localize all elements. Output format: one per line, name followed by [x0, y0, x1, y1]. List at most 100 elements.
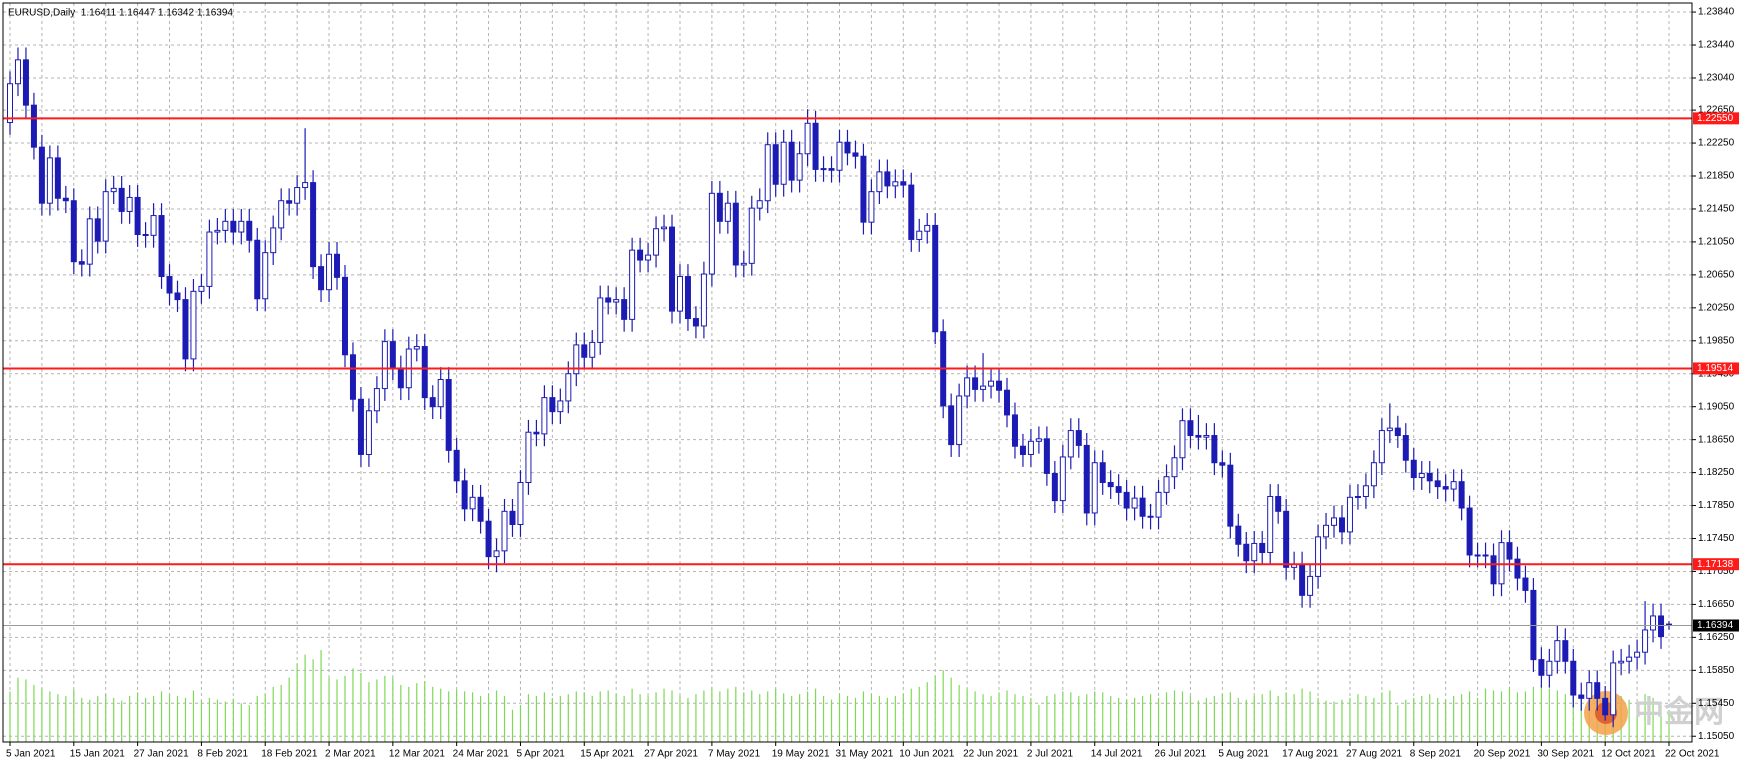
candle-body	[78, 261, 85, 265]
candle-body	[22, 59, 29, 106]
candle-body	[517, 481, 524, 526]
candle-body	[1490, 555, 1497, 585]
x-tick-label: 14 Jul 2021	[1091, 749, 1143, 760]
x-tick-label: 24 Mar 2021	[453, 749, 510, 760]
candle-body	[1123, 491, 1130, 509]
candle-body	[645, 254, 652, 261]
candle-body	[1179, 420, 1186, 459]
candle-body	[1203, 435, 1210, 438]
x-tick-label: 18 Feb 2021	[261, 749, 318, 760]
candle-body	[836, 141, 843, 171]
candle-body	[493, 550, 500, 558]
candle-body	[230, 220, 237, 233]
candle-body	[1546, 660, 1553, 676]
x-tick-label: 8 Feb 2021	[197, 749, 248, 760]
candle-body	[349, 354, 356, 400]
candle-body	[1394, 427, 1401, 437]
candle-body	[1450, 481, 1457, 490]
candle-body	[158, 215, 165, 278]
y-tick-label: 1.20650	[1698, 270, 1735, 281]
candle-body	[1434, 480, 1441, 488]
candle-body	[1155, 491, 1162, 518]
candle-body	[1067, 430, 1074, 458]
candle-body	[190, 290, 197, 360]
x-tick-label: 7 May 2021	[708, 749, 761, 760]
current-price-tag	[1693, 619, 1739, 632]
chart-title: EURUSD,Daily 1.16411 1.16447 1.16342 1.1…	[8, 8, 233, 19]
candle-body	[1027, 440, 1034, 455]
y-tick-label: 1.18650	[1698, 434, 1735, 445]
candle-body	[932, 224, 939, 333]
y-tick-label: 1.15050	[1698, 731, 1735, 742]
current-price-label: 1.16394	[1697, 620, 1734, 631]
candle-body	[1514, 558, 1521, 579]
candle-body	[876, 171, 883, 193]
x-tick-label: 15 Jan 2021	[70, 749, 125, 760]
candle-body	[270, 227, 277, 254]
candle-body	[294, 187, 301, 204]
candle-body	[445, 379, 452, 451]
candle-body	[7, 83, 13, 123]
candle-body	[1211, 435, 1218, 464]
y-tick-label: 1.23840	[1698, 7, 1735, 18]
candle-body	[684, 276, 691, 320]
candle-body	[573, 344, 580, 375]
level-tag	[1693, 362, 1739, 375]
candle-body	[1267, 495, 1274, 554]
candle-body	[1235, 525, 1242, 545]
candle-body	[812, 122, 819, 170]
y-tick-label: 1.16250	[1698, 632, 1735, 643]
candle-body	[110, 187, 117, 193]
candle-body	[1003, 389, 1010, 416]
candle-body	[1299, 563, 1306, 596]
candle-body	[1091, 462, 1098, 514]
candle-body	[549, 397, 556, 413]
candle-body	[397, 367, 404, 389]
candle-body	[996, 380, 1003, 391]
candle-body	[310, 182, 317, 268]
candle-body	[908, 184, 915, 240]
candle-layer	[7, 47, 1672, 728]
candle-body	[884, 171, 891, 187]
candle-body	[716, 192, 723, 222]
candle-body	[1634, 651, 1641, 658]
candle-body	[1187, 420, 1194, 437]
candle-body	[1131, 497, 1138, 509]
candle-body	[421, 346, 428, 399]
candle-body	[1354, 495, 1361, 498]
candle-body	[413, 346, 420, 350]
candle-body	[1658, 615, 1665, 638]
candle-body	[1562, 640, 1569, 662]
candle-body	[485, 520, 492, 558]
candle-body	[1035, 438, 1042, 442]
candle-body	[1059, 456, 1066, 502]
candle-body	[389, 341, 396, 369]
candle-body	[94, 218, 101, 242]
x-tick-label: 27 Apr 2021	[644, 749, 698, 760]
y-tick-label: 1.16650	[1698, 599, 1735, 610]
x-tick-label: 22 Jun 2021	[963, 749, 1018, 760]
candle-body	[1458, 481, 1465, 509]
x-tick-label: 5 Jan 2021	[6, 749, 56, 760]
y-tick-label: 1.18250	[1698, 467, 1735, 478]
x-tick-label: 30 Sep 2021	[1537, 749, 1594, 760]
candle-body	[365, 410, 372, 455]
candle-body	[629, 249, 636, 320]
candle-body	[262, 252, 269, 300]
candle-body	[1482, 554, 1489, 557]
candle-body	[1307, 575, 1314, 596]
candle-body	[206, 231, 213, 287]
candle-body	[565, 373, 572, 402]
candle-body	[1083, 444, 1090, 514]
y-tick-label: 1.21450	[1698, 204, 1735, 215]
candle-body	[238, 220, 245, 233]
candle-body	[54, 157, 61, 199]
candle-body	[700, 273, 707, 327]
candle-body	[924, 224, 931, 232]
candle-body	[764, 144, 771, 202]
x-tick-label: 2 Mar 2021	[325, 749, 376, 760]
candle-body	[62, 197, 69, 202]
y-tick-label: 1.22650	[1698, 105, 1735, 116]
